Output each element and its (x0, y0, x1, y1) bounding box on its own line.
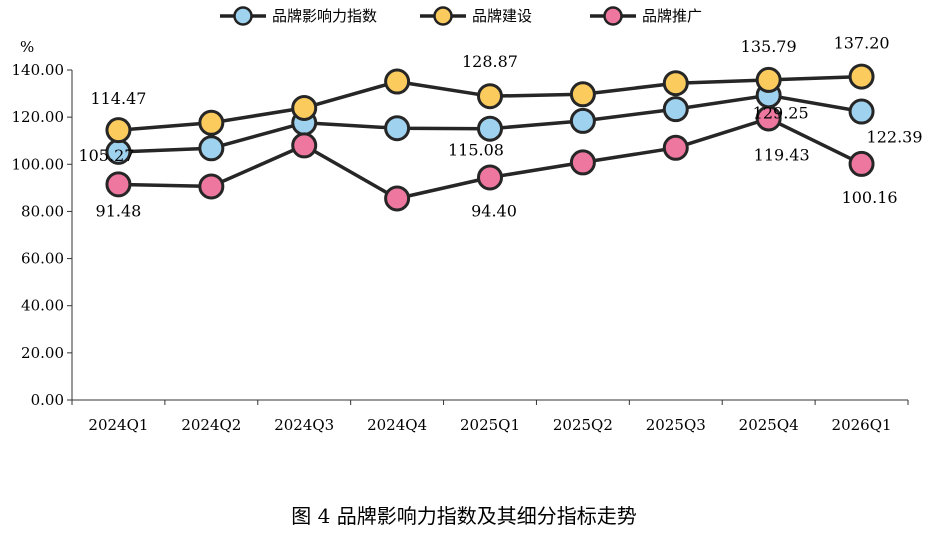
data-point (662, 134, 689, 161)
data-point (755, 66, 782, 93)
data-point (569, 81, 596, 108)
y-tick-label: 140.00 (12, 61, 65, 79)
legend-item: 品牌建设 (420, 6, 532, 26)
y-axis-label: % (20, 38, 34, 56)
data-point (105, 117, 132, 144)
legend: 品牌影响力指数 品牌建设 品牌推广 (220, 6, 702, 26)
x-tick-label: 2024Q3 (274, 416, 334, 434)
data-point (291, 132, 318, 159)
data-label: 114.47 (90, 89, 146, 108)
legend-marker (603, 6, 623, 26)
data-point (384, 185, 411, 212)
data-point (384, 115, 411, 142)
data-point (569, 107, 596, 134)
data-label: 100.16 (842, 188, 898, 207)
data-label: 122.39 (867, 128, 923, 147)
data-point (848, 98, 875, 125)
x-tick-label: 2026Q1 (832, 416, 892, 434)
data-point (662, 96, 689, 123)
data-point (848, 63, 875, 90)
x-tick-label: 2024Q4 (367, 416, 427, 434)
data-point (477, 115, 503, 142)
y-tick-label: 100.00 (12, 155, 65, 173)
data-label: 129.25 (753, 103, 809, 122)
legend-marker (233, 6, 253, 26)
data-point (198, 109, 225, 136)
legend-marker (433, 6, 453, 26)
y-tick-label: 120.00 (12, 108, 65, 126)
data-point (291, 94, 318, 121)
data-label: 137.20 (834, 34, 890, 53)
data-point (569, 149, 596, 176)
y-tick-label: 0.00 (31, 391, 64, 409)
y-tick-label: 60.00 (21, 250, 64, 268)
x-tick-label: 2025Q1 (460, 416, 520, 434)
x-tick-label: 2024Q2 (181, 416, 241, 434)
data-label: 128.87 (462, 52, 518, 71)
data-label: 91.48 (96, 201, 142, 220)
data-point (105, 171, 132, 198)
data-label: 105.27 (78, 146, 134, 165)
data-point (477, 164, 503, 191)
x-tick-label: 2025Q3 (646, 416, 706, 434)
data-point (848, 150, 875, 177)
legend-item: 品牌影响力指数 (220, 6, 377, 26)
axes: 0.00 20.00 40.00 60.00 80.00 100.00 120.00 140.… (12, 61, 909, 434)
data-point (477, 83, 503, 110)
data-point (198, 173, 225, 200)
data-label: 115.08 (448, 141, 504, 160)
figure-caption: 图 4 品牌影响力指数及其细分指标走势 (291, 504, 637, 528)
data-label: 135.79 (741, 37, 797, 56)
legend-label: 品牌影响力指数 (272, 7, 377, 25)
y-tick-label: 20.00 (21, 344, 64, 362)
data-label: 119.43 (754, 145, 810, 164)
legend-label: 品牌建设 (472, 7, 532, 25)
y-tick-label: 40.00 (21, 297, 64, 315)
data-point (755, 105, 782, 132)
data-point (384, 68, 411, 95)
data-labels: 105.27 115.08 129.25 122.39 114.47 128.87 135.… (78, 34, 922, 221)
data-point (662, 70, 689, 97)
data-label: 94.40 (471, 201, 517, 220)
legend-item: 品牌推广 (590, 6, 702, 26)
series-points (105, 63, 875, 212)
data-point (198, 135, 225, 162)
y-tick-label: 80.00 (21, 202, 64, 220)
x-tick-label: 2024Q1 (88, 416, 148, 434)
x-tick-label: 2025Q4 (739, 416, 799, 434)
x-tick-label: 2025Q2 (553, 416, 613, 434)
legend-label: 品牌推广 (642, 7, 702, 25)
